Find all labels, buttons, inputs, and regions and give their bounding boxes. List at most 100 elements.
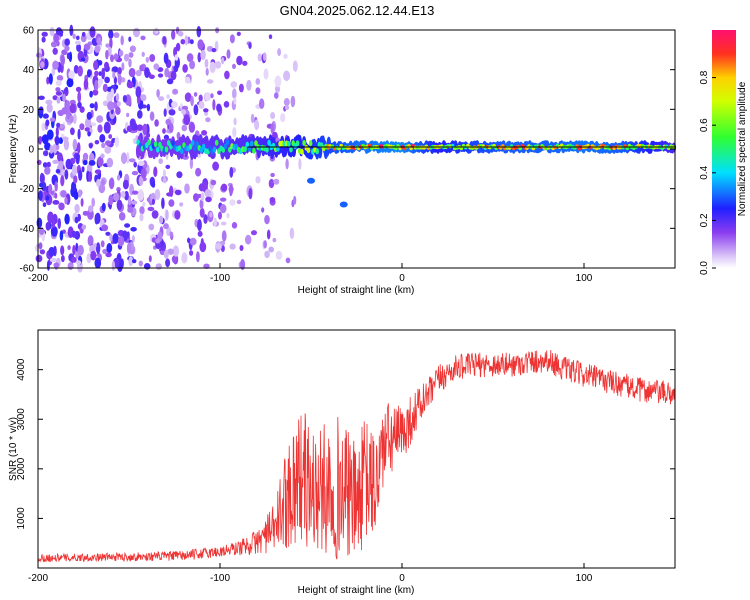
spectrogram-cell <box>113 192 120 202</box>
spectrogram-cell <box>199 241 207 253</box>
spectrogram-cell <box>55 79 62 87</box>
spectrogram-cell <box>177 31 184 37</box>
spectrogram-ridge-cell <box>245 141 250 148</box>
spectrogram-ridge-cell <box>315 148 320 155</box>
spectrogram-cell <box>94 213 99 225</box>
y-tick-label: 4000 <box>16 358 27 381</box>
spectrogram-cell <box>94 70 99 77</box>
spectrogram-cell <box>174 210 181 220</box>
spectrogram-cell <box>145 56 150 63</box>
spectrogram-cell <box>117 235 125 247</box>
spectrogram-cell <box>216 103 222 113</box>
spectrogram-cell <box>108 177 115 190</box>
x-tick-label: -100 <box>210 573 230 584</box>
spectrogram-ridge-cell <box>254 140 258 147</box>
spectrogram-cell <box>120 152 128 164</box>
spectrogram-cell <box>133 161 137 168</box>
x-tick-label: -100 <box>210 273 230 284</box>
spectrogram-cell <box>105 49 109 60</box>
spectrogram-cell <box>98 71 102 76</box>
spectrogram-cell <box>142 201 146 207</box>
spectrogram-cell <box>168 109 176 116</box>
spectrogram-cell <box>38 135 42 145</box>
spectrogram-cell <box>72 138 78 151</box>
spectrogram-cell <box>50 190 55 196</box>
spectrogram-cell <box>204 92 211 102</box>
figure-title: GN04.2025.062.12.44.E13 <box>280 3 435 18</box>
spectrogram-cell <box>131 190 139 195</box>
spectrogram-cell <box>161 197 165 210</box>
spectrogram-cell <box>270 172 275 178</box>
spectrogram-cell <box>131 235 135 243</box>
spectrogram-cell <box>218 211 222 220</box>
spectrogram-cell <box>88 205 94 213</box>
spectrogram-cell <box>148 74 155 80</box>
spectrogram-cell <box>86 111 93 120</box>
spectrogram-cell <box>232 127 237 138</box>
spectrogram-cell <box>108 194 114 206</box>
spectrogram-cell <box>283 70 291 82</box>
spectrogram-cell <box>156 89 160 98</box>
spectrogram-cell <box>94 140 100 145</box>
spectrogram-cell <box>166 94 170 99</box>
spectrogram-cell <box>212 161 220 171</box>
spectrogram-cell <box>270 122 275 135</box>
spectrogram-cell <box>77 91 82 103</box>
spectrogram-cell <box>96 36 102 46</box>
spectrogram-cell <box>264 250 270 259</box>
spectrogram-cell <box>259 98 265 109</box>
spectrogram-cell <box>62 93 66 102</box>
spectrogram-cell <box>58 137 64 145</box>
snr-frame <box>37 329 676 569</box>
spectrogram-cell <box>169 185 174 198</box>
spectrogram-cell <box>155 238 161 244</box>
spectrogram-cell <box>236 199 242 205</box>
spectrogram-cell <box>251 230 257 236</box>
spectrogram-cell <box>188 121 196 133</box>
spectrogram-cell <box>212 99 216 111</box>
spectrogram-cell <box>137 189 145 201</box>
spectrogram-cell <box>75 153 80 165</box>
spectrogram-cell <box>94 257 102 269</box>
spectrogram-cell <box>221 230 227 242</box>
spectrogram-cell <box>88 143 93 149</box>
spectrogram-cell <box>50 41 58 48</box>
spectrogram-cell <box>285 257 291 264</box>
spectrogram-cell <box>115 106 121 115</box>
spectrogram-cell <box>97 124 103 133</box>
spectrogram-cell <box>154 27 159 34</box>
spectrogram-cell <box>204 58 209 68</box>
spectrogram-cell <box>165 164 171 169</box>
spectrogram-cell <box>193 92 198 97</box>
spectrogram-cell <box>215 242 222 250</box>
spectrogram-cell <box>200 49 206 61</box>
colorbar-gradient <box>712 30 736 268</box>
spectrogram-cell <box>131 170 139 176</box>
colorbar-ticks: 0.0 0.2 0.4 0.6 0.8 <box>699 70 716 275</box>
spectrogram-cell <box>135 86 142 98</box>
spectrogram-cell <box>120 77 126 83</box>
spectrogram-cell <box>130 122 138 131</box>
spectrogram-cell <box>67 262 74 271</box>
spectrogram-cell <box>184 35 189 46</box>
spectrogram-cell <box>226 49 231 59</box>
spectrogram-cell <box>236 31 241 36</box>
x-tick-label: 100 <box>576 273 593 284</box>
spectrogram-ridge-cell <box>153 141 158 148</box>
spectrogram-cell <box>184 183 190 194</box>
spectrogram-cell <box>195 167 202 177</box>
spectrogram-cell <box>141 51 145 57</box>
spectrogram-cell <box>49 257 57 263</box>
y-tick-label: 1000 <box>16 507 27 530</box>
spectrogram-cell <box>203 108 209 113</box>
spectrogram-cell <box>132 259 137 264</box>
spectrogram-cell <box>39 182 43 188</box>
spectrogram-cell <box>209 61 216 73</box>
spectrogram-cell <box>112 71 116 79</box>
spectrogram-cell <box>111 66 119 73</box>
snr-x-axis-title: Height of straight line (km) <box>298 585 415 596</box>
spectrogram-cell <box>128 158 136 163</box>
spectrogram-ridge-cell <box>188 143 193 150</box>
spectrogram-cell <box>163 108 167 117</box>
